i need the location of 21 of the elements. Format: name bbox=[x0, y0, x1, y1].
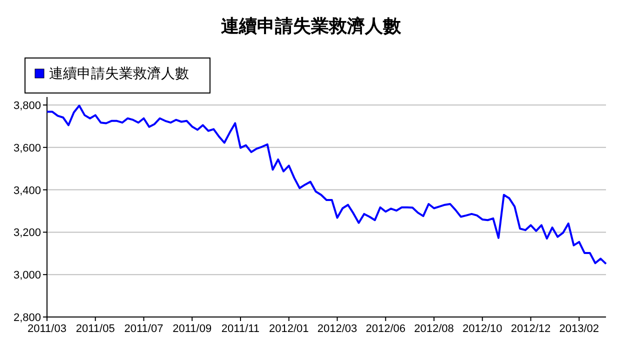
xtick: 2011/03 bbox=[28, 323, 66, 335]
xtick: 2012/01 bbox=[269, 323, 309, 335]
xtick: 2012/06 bbox=[366, 323, 406, 335]
legend: 連續申請失業救濟人數 bbox=[24, 58, 210, 94]
xtick: 2013/02 bbox=[559, 323, 599, 335]
title: 連續申請失業救濟人數 bbox=[221, 16, 401, 36]
xtick: 2011/05 bbox=[76, 323, 115, 335]
xtick: 2012/08 bbox=[414, 323, 454, 335]
xtick: 2012/03 bbox=[317, 323, 358, 335]
ytick: 3,200 bbox=[13, 227, 41, 240]
xtick: 2012/10 bbox=[462, 323, 502, 335]
xtick: 2011/11 bbox=[221, 323, 260, 335]
xtick: 2012/12 bbox=[510, 323, 551, 335]
xtick: 2011/09 bbox=[172, 323, 212, 335]
ytick: 3,400 bbox=[13, 184, 41, 197]
ytick: 3,000 bbox=[13, 270, 41, 282]
ytick: 2,800 bbox=[13, 312, 41, 324]
ytick: 3,800 bbox=[13, 100, 41, 112]
ytick: 3,600 bbox=[13, 142, 41, 154]
legend-label: 連續申請失業救濟人數 bbox=[49, 65, 189, 81]
xtick: 2011/07 bbox=[124, 323, 164, 335]
